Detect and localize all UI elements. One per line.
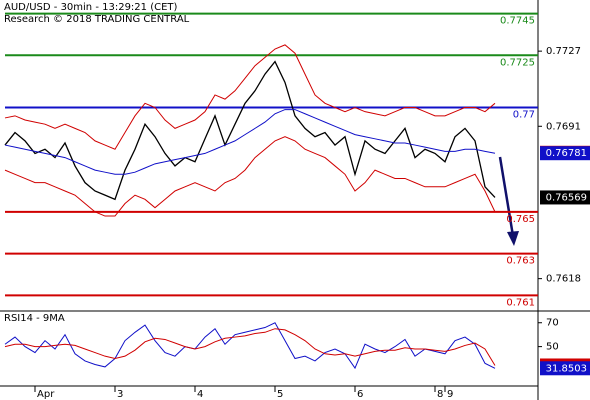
- x-tick-label: Apr: [37, 389, 55, 400]
- chart-title: AUD/USD - 30min - 13:29:21 (CET): [4, 2, 178, 13]
- series-line: [4, 322, 496, 370]
- series-line: [4, 60, 496, 201]
- value-box: [540, 190, 590, 205]
- value-box: [540, 361, 590, 376]
- chart-subtitle: Research © 2018 TRADING CENTRAL: [4, 14, 190, 25]
- series-line: [4, 109, 496, 175]
- x-tick-label: 4: [197, 389, 203, 400]
- level-label: 0.765: [506, 214, 535, 225]
- rsi-title: RSI14 - 9MA: [4, 313, 65, 324]
- x-tick-label: 3: [117, 389, 123, 400]
- value-box-label: 0.76569: [546, 192, 587, 203]
- x-tick-label: 5: [277, 389, 283, 400]
- y-tick-label: 70: [546, 318, 559, 329]
- y-tick-label: 0.7691: [546, 121, 581, 132]
- y-tick-label: 0.7727: [546, 46, 581, 57]
- level-label: 0.77: [513, 109, 535, 120]
- series-line: [4, 328, 496, 366]
- value-box-label: 0.76781: [546, 148, 587, 159]
- x-tick-label: 8: [437, 389, 443, 400]
- value-box: [540, 146, 590, 161]
- level-label: 0.7745: [500, 16, 535, 27]
- value-box-label: 31.8503: [546, 363, 587, 374]
- x-tick-label: 9: [447, 389, 453, 400]
- level-label: 0.761: [506, 297, 535, 308]
- series-line: [4, 44, 496, 150]
- y-tick-label: 50: [546, 342, 559, 353]
- forecast-arrow: [498, 156, 519, 246]
- level-label: 0.763: [506, 256, 535, 267]
- level-label: 0.7725: [500, 57, 535, 68]
- series-line: [4, 136, 496, 217]
- y-tick-label: 0.7618: [546, 274, 581, 285]
- x-tick-label: 6: [357, 389, 363, 400]
